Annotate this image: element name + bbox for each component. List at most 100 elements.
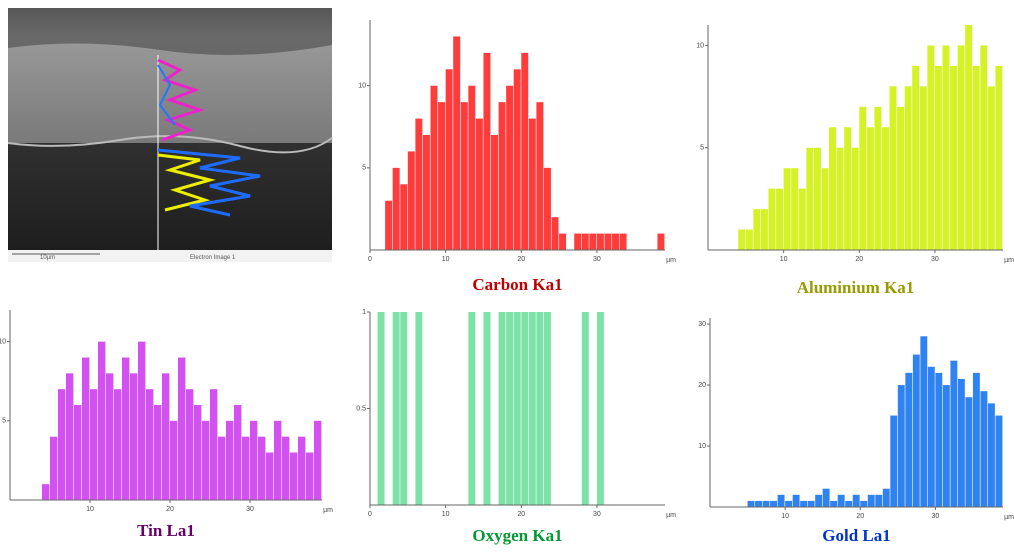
x-tick-label: 10 [780, 256, 788, 263]
bar [194, 405, 202, 500]
bar [866, 127, 874, 250]
x-tick-label: 10 [781, 513, 789, 520]
bar [860, 500, 868, 507]
bar [468, 85, 476, 250]
bar [807, 500, 815, 507]
x-tick-label: 30 [246, 506, 254, 513]
bar [874, 106, 882, 251]
x-axis-label: µm [1004, 257, 1014, 264]
bar [822, 488, 830, 507]
bar [942, 45, 950, 250]
bar [844, 127, 852, 250]
bar [935, 372, 943, 507]
bar [747, 500, 755, 507]
bar [122, 357, 130, 500]
bar [897, 106, 905, 251]
bar [146, 389, 154, 500]
x-tick-label: 20 [856, 513, 864, 520]
bar [927, 366, 935, 507]
bar [392, 167, 400, 250]
bar [186, 389, 194, 500]
scale-label: 10µm [40, 255, 55, 261]
bar [491, 135, 498, 250]
x-tick-label: 30 [931, 513, 939, 520]
bar [836, 147, 844, 250]
bar [574, 233, 582, 250]
bar [551, 217, 559, 250]
bar [942, 385, 950, 507]
x-tick-label: 20 [517, 256, 525, 263]
bar [543, 312, 551, 505]
bar [589, 233, 597, 250]
y-tick-label: 20 [698, 382, 706, 389]
bar [777, 494, 785, 507]
bar [791, 168, 799, 250]
bar [536, 102, 544, 251]
bar [821, 168, 829, 250]
bar [242, 436, 250, 500]
bar [106, 373, 114, 500]
bar [912, 354, 920, 507]
bar [400, 184, 408, 250]
bar [995, 415, 1003, 507]
bar [42, 484, 50, 500]
bar [845, 500, 853, 507]
bar [837, 494, 845, 507]
y-tick-label: 10 [358, 83, 366, 90]
bar [306, 452, 314, 500]
bar [798, 188, 806, 250]
y-tick-label: 10 [0, 339, 6, 346]
bar [882, 488, 890, 507]
bar [829, 127, 836, 250]
bar [82, 357, 90, 500]
bar [521, 312, 529, 505]
sem-image: 10µm Electron Image 1 [7, 8, 333, 262]
y-tick-label: 30 [698, 321, 706, 328]
bar [513, 312, 521, 505]
x-axis-label: µm [666, 512, 676, 519]
bar [377, 312, 385, 505]
bar [950, 65, 958, 250]
bar [987, 86, 995, 250]
bar [314, 420, 322, 500]
chart-title: Aluminium Ka1 [797, 278, 915, 297]
y-tick-label: 10 [696, 42, 704, 49]
bar [407, 151, 415, 250]
y-tick-label: 0.5 [356, 405, 366, 412]
x-axis-label: µm [666, 257, 676, 264]
x-tick-label: 10 [442, 256, 450, 263]
bar [130, 373, 138, 500]
bar [604, 233, 612, 250]
bar [657, 233, 665, 250]
bar [980, 45, 988, 250]
bar [415, 312, 423, 505]
image-caption: Electron Image 1 [190, 255, 236, 261]
bar [738, 229, 746, 250]
bar [987, 403, 995, 507]
chart-title: Gold La1 [822, 526, 891, 545]
bar [889, 86, 897, 250]
bar [475, 118, 483, 250]
bar [815, 494, 823, 507]
x-tick-label: 30 [593, 256, 601, 263]
bar [753, 209, 761, 250]
bar [400, 312, 408, 505]
bar [972, 65, 980, 250]
bar [250, 420, 258, 500]
bar [619, 233, 627, 250]
bar [50, 436, 58, 500]
bar [298, 436, 306, 500]
bar [58, 389, 66, 500]
bar [438, 102, 446, 251]
bar [513, 69, 521, 251]
bar [596, 312, 604, 505]
bar [178, 357, 186, 500]
bar [66, 373, 74, 500]
y-tick-label: 1 [362, 309, 366, 316]
bar [897, 385, 905, 507]
bar [114, 389, 122, 500]
x-tick-label: 30 [931, 256, 939, 263]
bar [957, 378, 965, 507]
bar [950, 360, 958, 507]
